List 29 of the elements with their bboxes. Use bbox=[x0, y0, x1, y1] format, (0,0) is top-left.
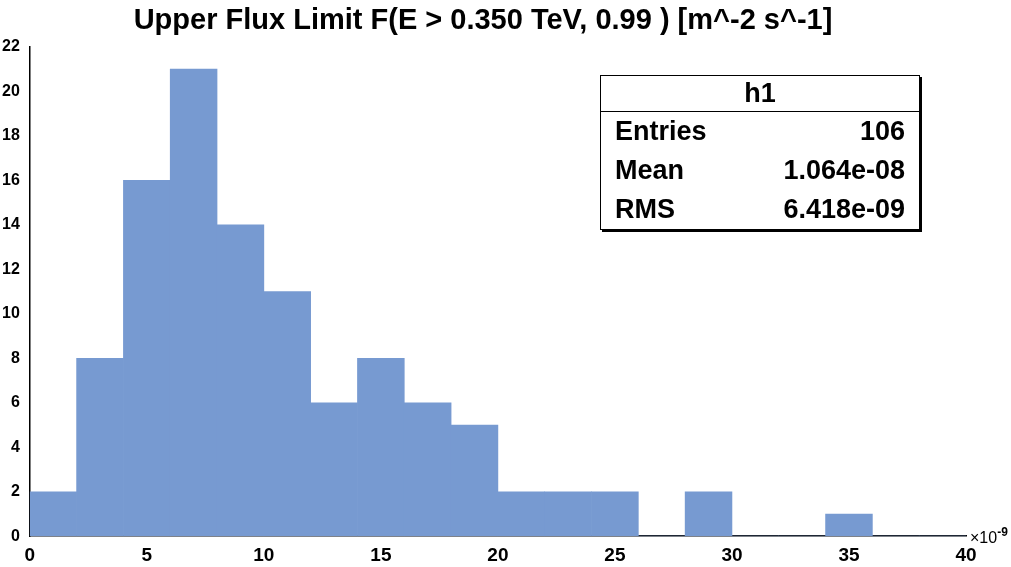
x-tick-label: 15 bbox=[370, 543, 392, 565]
annotation: Mean bbox=[615, 155, 685, 186]
y-tick-label: 6 bbox=[10, 393, 20, 411]
annotation: h1 bbox=[601, 76, 919, 112]
x-tick-label: 40 bbox=[955, 543, 977, 565]
annotation: 6.418e-09 bbox=[783, 194, 905, 225]
y-tick-label: 20 bbox=[2, 81, 20, 99]
annotation: 1.064e-08 bbox=[783, 155, 905, 186]
x-tick-label: 0 bbox=[24, 543, 36, 565]
y-tick-label: 18 bbox=[2, 126, 20, 144]
x-tick-label: 5 bbox=[141, 543, 153, 565]
annotation: RMS bbox=[615, 194, 675, 225]
y-tick-label: 4 bbox=[10, 437, 20, 455]
y-tick-label: 2 bbox=[10, 482, 20, 500]
y-tick-label: 10 bbox=[2, 304, 20, 322]
annotation: Entries bbox=[615, 116, 707, 147]
x-tick-label: 10 bbox=[253, 543, 275, 565]
y-tick-label: 22 bbox=[2, 37, 20, 55]
x-tick-label: 25 bbox=[604, 543, 626, 565]
x-tick-label: 35 bbox=[838, 543, 860, 565]
y-tick-label: 8 bbox=[10, 348, 20, 366]
chart-title: Upper Flux Limit F(E > 0.350 TeV, 0.99 ) [m^-2 s^-1] bbox=[133, 3, 833, 36]
y-tick-label: 16 bbox=[2, 170, 20, 188]
y-tick-label: 14 bbox=[2, 215, 20, 233]
x-tick-label: 30 bbox=[721, 543, 743, 565]
x-tick-label: 20 bbox=[487, 543, 509, 565]
y-tick-label: 0 bbox=[10, 526, 20, 544]
y-tick-label: 12 bbox=[2, 259, 20, 277]
annotation: 106 bbox=[859, 116, 905, 147]
